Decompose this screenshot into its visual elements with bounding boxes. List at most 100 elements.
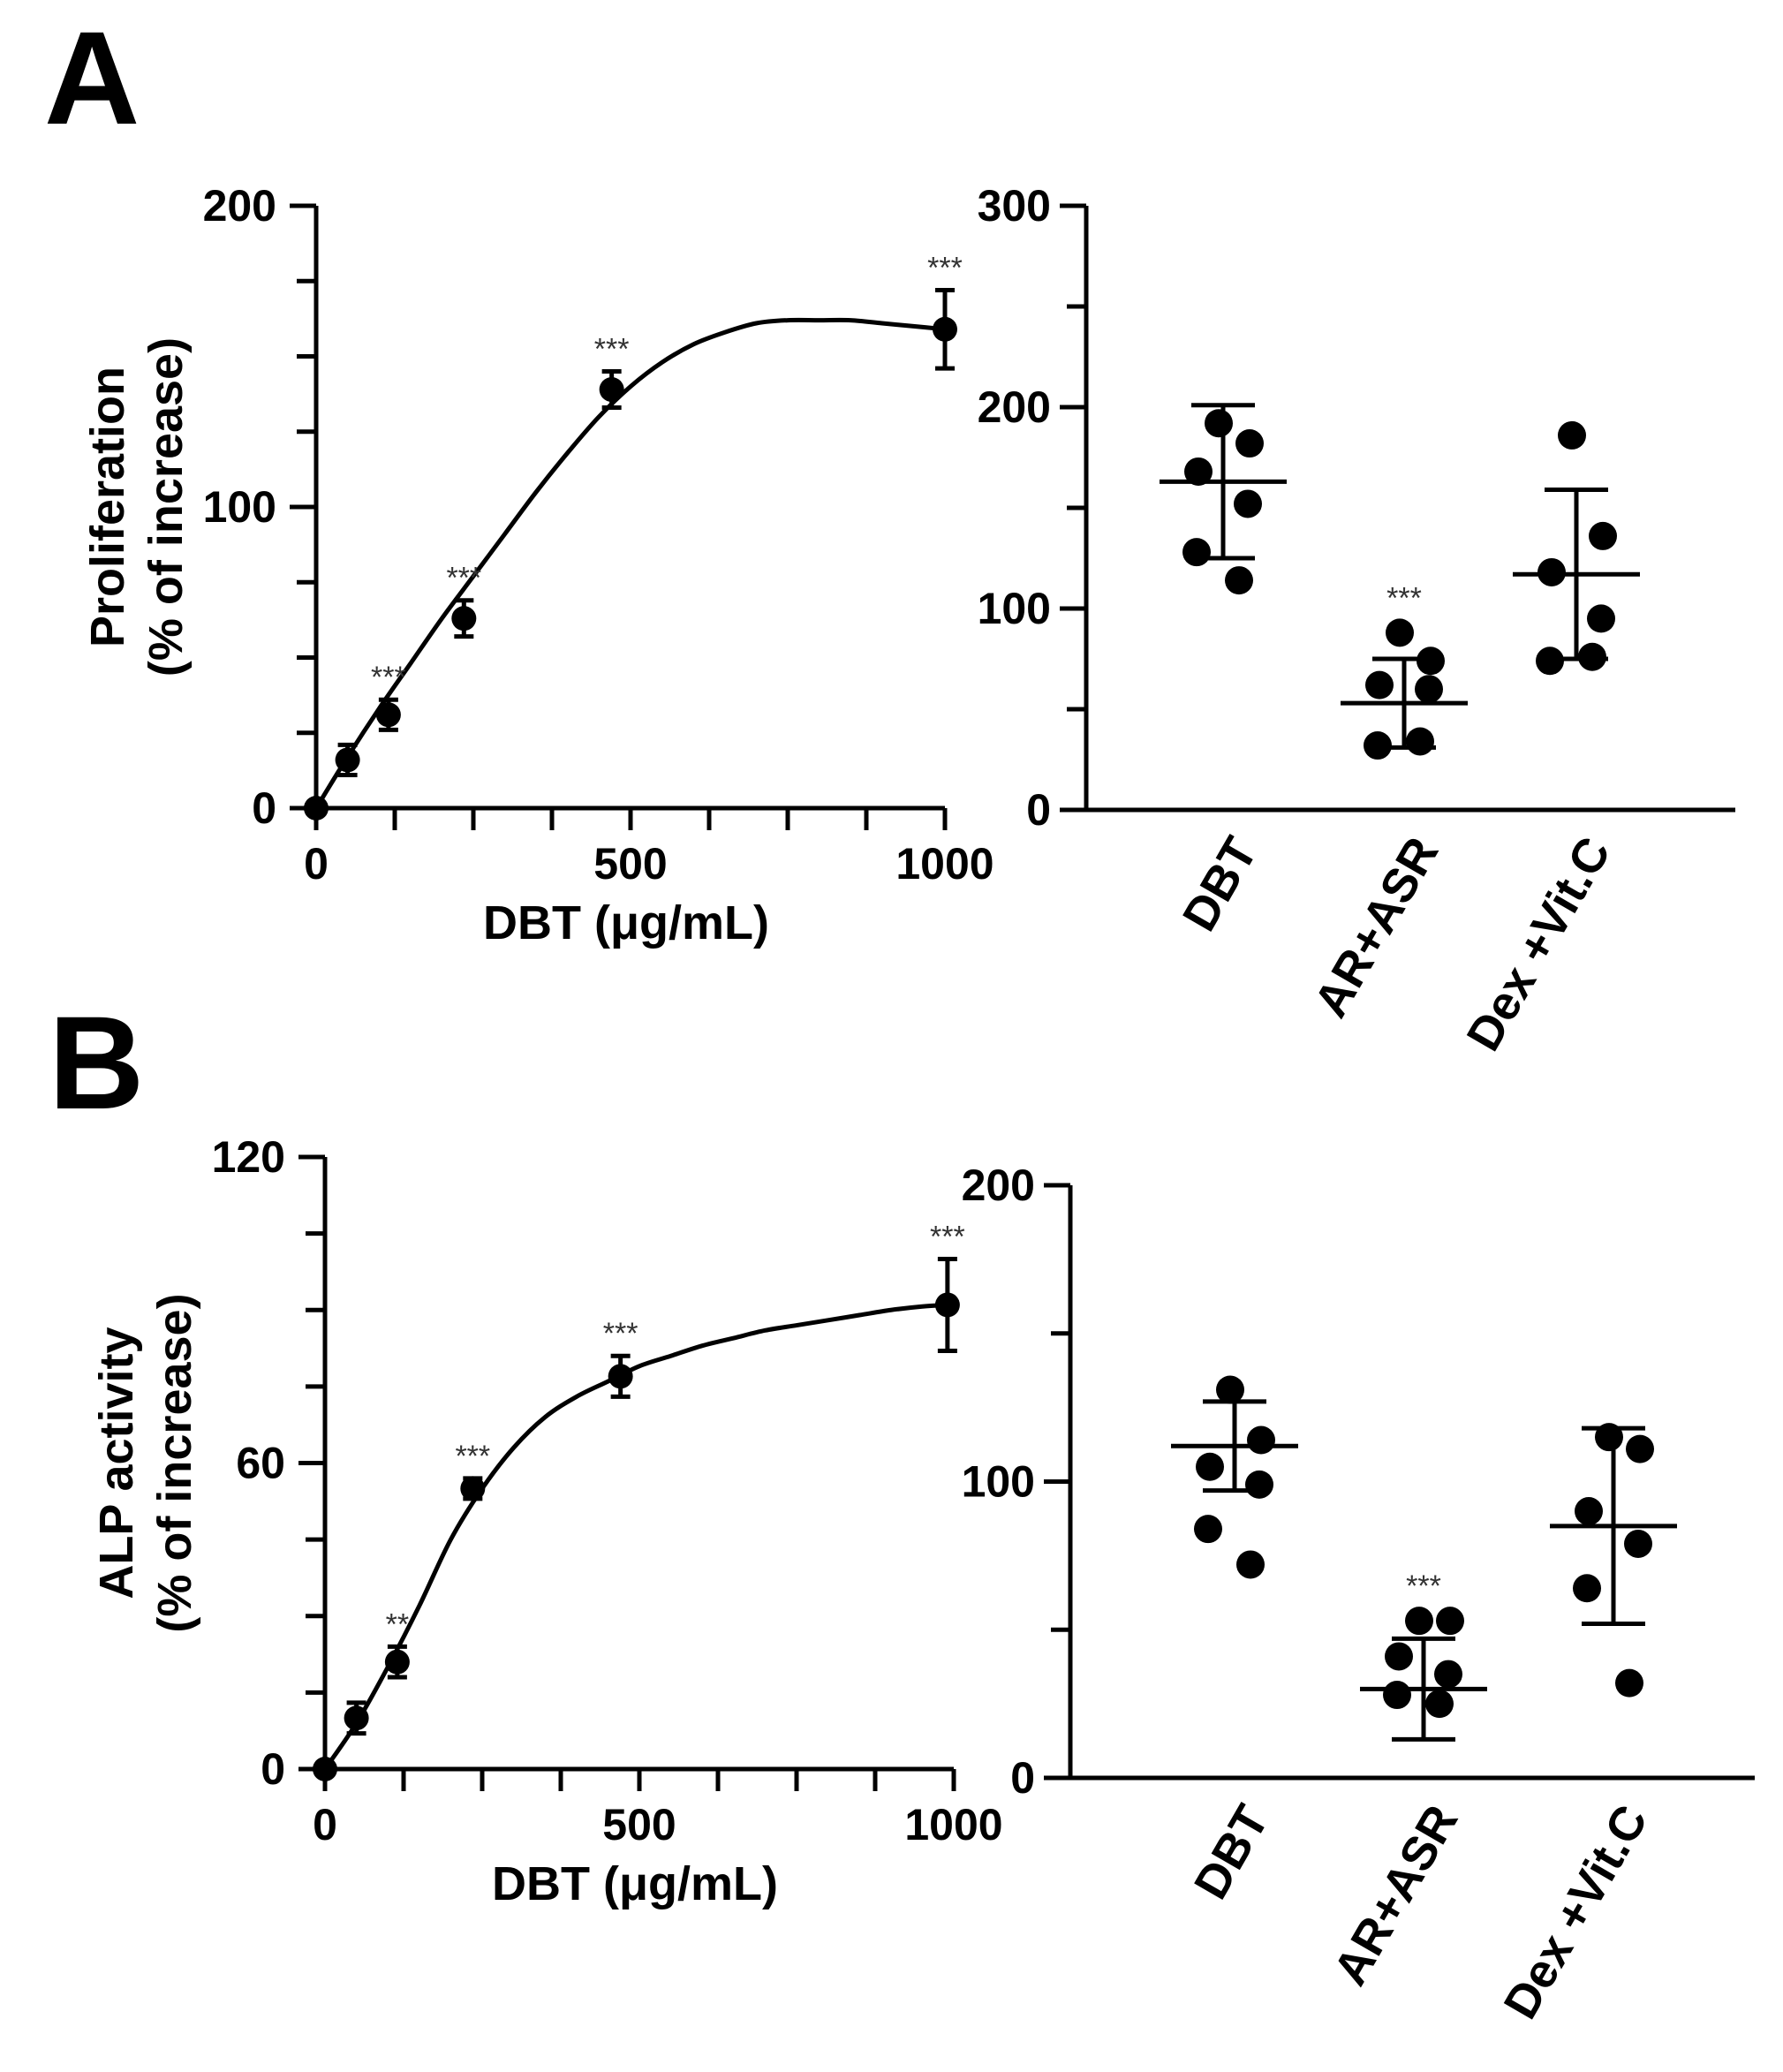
panel-b-dots-replicate-point [1405,1607,1433,1636]
panel-b-curve-data-point [344,1705,369,1731]
panel-a-dots-replicate-point [1417,647,1445,676]
panel-a-curve-x-axis-title: DBT (μg/mL) [483,896,769,949]
panel-b-dots-replicate-point [1385,1642,1413,1671]
panel-b-curve-x-tick-label: 500 [602,1800,676,1849]
panel-a-dots-y-tick-label: 200 [978,382,1051,432]
panel-b-curve-data-point [384,1649,410,1675]
panel-a-dots-replicate-point [1184,457,1213,486]
panel-b-curve-data-point [608,1364,633,1389]
panel-a-dots-replicate-point [1589,521,1617,550]
panel-a-dots-category-label: Dex +Vit.C [1457,828,1621,1060]
panel-a-group-comparison-chart: 0 100 200 300 DBT *** AR+ASR Dex +Vit.C [978,181,1735,1060]
panel-b-curve-y-axis-title-line: (% of increase) [148,1293,201,1632]
panel-a-dots-replicate-point [1235,429,1264,458]
panel-a-dots-replicate-point [1536,647,1564,676]
panel-a-curve-significance-label: *** [446,562,481,595]
panel-a-curve-x-tick-label: 0 [304,839,329,889]
panel-a-curve-x-tick-label: 1000 [895,839,993,889]
panel-a-dots-replicate-point [1225,566,1253,595]
panel-a-dots-replicate-point [1537,557,1566,586]
panel-b-dots-category-label: DBT [1184,1796,1279,1908]
panel-a-dots-replicate-point [1406,727,1434,756]
panel-b-curve-y-axis-title-line: ALP activity [90,1327,143,1599]
panel-a-curve-y-axis-title-line: Proliferation [81,367,134,647]
panel-b-dots-replicate-point [1595,1423,1623,1452]
panel-b-dots-replicate-point [1245,1470,1273,1499]
panel-a-curve-x-tick-label: 500 [593,839,667,889]
panel-b-curve-y-tick-label: 0 [261,1744,285,1794]
panel-a-dots-replicate-point [1386,618,1414,647]
panel-a-curve-y-axis-title: Proliferation (% of increase) [81,337,193,677]
panel-b-curve-y-axis-title: ALP activity (% of increase) [90,1293,201,1632]
panel-b-dots-y-tick-label: 200 [962,1161,1035,1210]
panel-a-dots-replicate-point [1415,675,1443,704]
panel-b-curve-significance-label: *** [455,1440,490,1473]
panel-b-group-comparison-chart: 0 100 200 DBT *** AR+ASR Dex +Vit.C [962,1161,1755,2028]
panel-a-curve-y-tick-label: 100 [203,482,276,532]
panel-a-dots-replicate-point [1587,604,1615,633]
panel-b-dots-replicate-point [1573,1574,1601,1603]
panel-b-dose-response-chart: 0 60 120 0 500 1000 DBT (μg/mL) ALP activity (% … [90,1132,1003,1910]
panel-b-curve-significance-label: *** [603,1317,638,1350]
panel-a-dots-y-tick-label: 100 [978,584,1051,633]
panel-b-curve-y-tick-label: 120 [212,1132,285,1182]
panel-b-dots-replicate-point [1436,1607,1464,1636]
panel-a-curve-significance-label: *** [371,661,406,694]
panel-b-curve-significance-label: *** [930,1221,965,1254]
panel-b-dots-replicate-point [1615,1668,1643,1698]
panel-b-curve-significance-label: ** [386,1607,409,1641]
panel-a-dots-replicate-point [1578,642,1606,671]
panel-b-dots-significance-label: *** [1406,1569,1441,1603]
panel-a-label: A [44,4,140,152]
panel-a-curve-data-point [304,796,329,820]
panel-a-curve-data-point [451,606,477,631]
panel-a-curve-y-axis-title-line: (% of increase) [140,337,193,677]
panel-a-dots-replicate-point [1364,731,1392,760]
panel-a-dots-category-label: DBT [1173,828,1267,940]
panel-b-curve-data-point [313,1757,337,1781]
panel-a-curve-fit-curve [314,317,946,810]
panel-b-dots-y-tick-label: 100 [962,1457,1035,1507]
panel-b-dots-replicate-point [1216,1375,1244,1404]
panel-a-curve-data-point [599,377,624,403]
panel-b-dots-replicate-point [1575,1497,1603,1526]
panel-b-dots-replicate-point [1236,1550,1265,1579]
panel-a-curve-data-point [375,702,401,728]
panel-a-dose-response-chart: 0 100 200 0 500 1000 DBT (μg/mL) Proliferation(… [81,181,994,949]
panel-b-dots-replicate-point [1434,1660,1462,1689]
panel-a-dots-y-tick-label: 300 [978,181,1051,231]
panel-a-dots-category-label: AR+ASR [1304,828,1449,1026]
panel-b-dots-category-label: AR+ASR [1324,1796,1469,1994]
panel-b-curve-x-tick-label: 1000 [904,1800,1002,1849]
panel-a-dots-replicate-point [1558,420,1586,450]
panel-b-dots-replicate-point [1194,1515,1222,1544]
panel-b-curve-data-point [934,1292,960,1318]
panel-b-curve-x-axis-title: DBT (μg/mL) [492,1857,778,1910]
panel-a-curve-data-point [335,747,360,773]
panel-a-curve-y-tick-label: 0 [252,783,276,833]
panel-a-curve-significance-label: *** [927,251,963,284]
panel-b-dots-replicate-point [1383,1681,1411,1710]
panel-b-dots-y-tick-label: 0 [1010,1753,1035,1803]
panel-a-curve-data-point [933,316,957,342]
panel-b-curve-x-tick-label: 0 [313,1800,337,1849]
panel-b-dots-category-label: Dex +Vit.C [1494,1796,1658,2028]
panel-a-dots-y-tick-label: 0 [1026,785,1051,835]
panel-a-curve-significance-label: *** [594,333,630,367]
panel-b-dots-replicate-point [1247,1425,1275,1455]
panel-a-dots-replicate-point [1234,489,1262,518]
panel-a-dots-replicate-point [1365,670,1394,699]
panel-b-curve-fit-curve [322,1302,948,1771]
panel-a-dots-significance-label: *** [1386,581,1422,615]
panel-b-curve-data-point [460,1476,486,1501]
panel-b-curve-y-tick-label: 60 [236,1439,285,1488]
panel-b-dots-replicate-point [1196,1452,1224,1481]
panel-a-dots-replicate-point [1205,409,1233,438]
panel-b-dots-replicate-point [1425,1690,1454,1719]
panel-a-dots-replicate-point [1182,538,1211,567]
panel-b-dots-replicate-point [1624,1529,1652,1558]
panel-a-curve-y-tick-label: 200 [203,181,276,231]
